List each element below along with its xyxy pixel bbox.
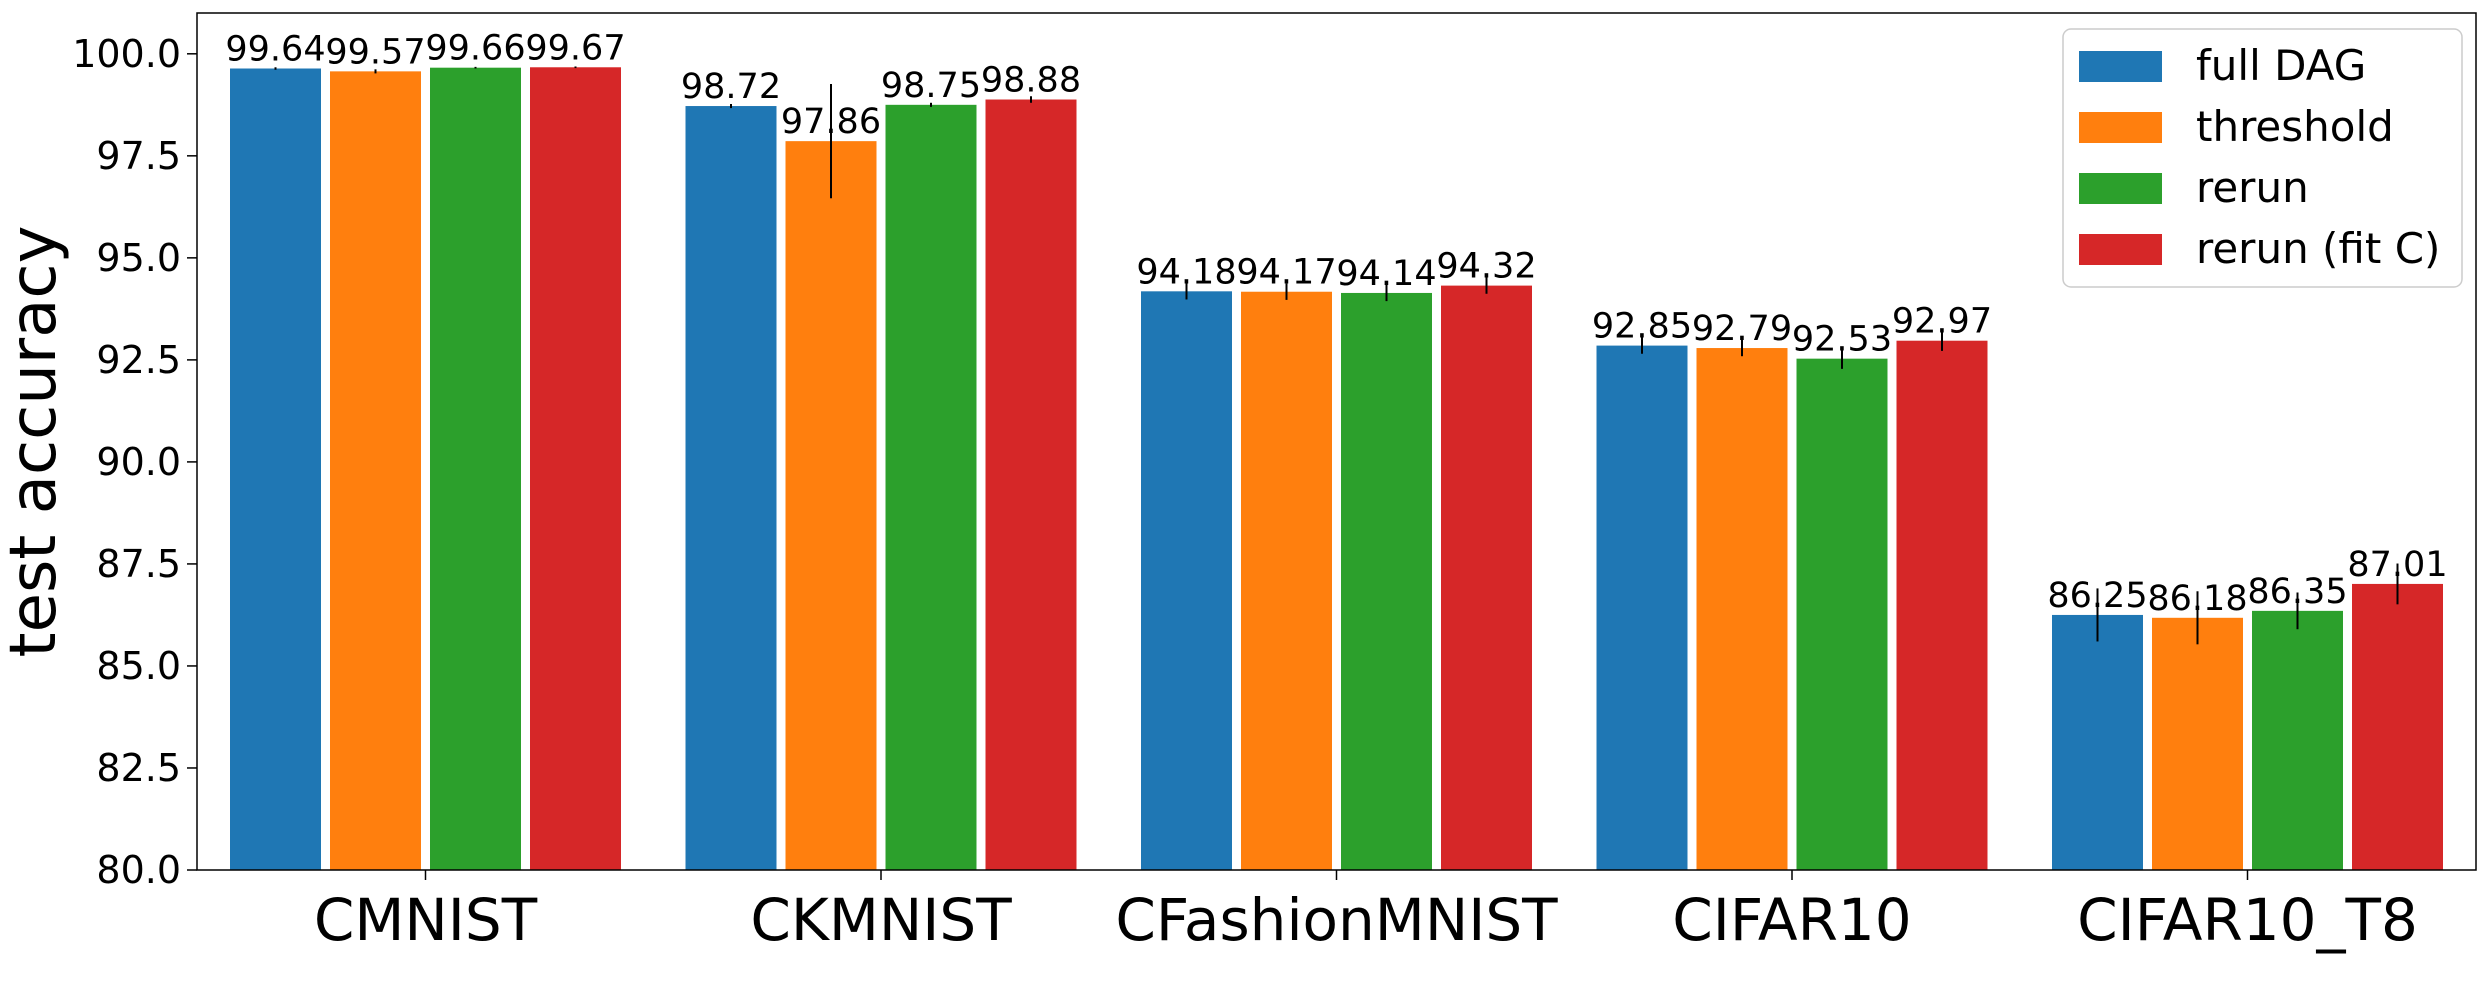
- data-label: 98.75: [881, 66, 981, 106]
- bars-layer: [230, 67, 2443, 871]
- data-labels-layer: 99.64 98.72 94.18 92.85 86.25 99.57 97.86 94.17…: [225, 28, 2447, 619]
- bar: [230, 68, 321, 870]
- legend-swatch: [2079, 173, 2162, 204]
- data-label: 99.66: [425, 29, 525, 69]
- bar: [1896, 340, 1988, 871]
- legend-swatch: [2079, 112, 2162, 143]
- bar: [1241, 291, 1332, 871]
- data-label: 92.97: [1892, 302, 1992, 342]
- data-label: 86.35: [2247, 572, 2347, 612]
- legend-swatch: [2079, 234, 2162, 265]
- x-tick-label: CFashionMNIST: [1115, 886, 1558, 954]
- data-label: 98.88: [981, 61, 1081, 101]
- y-tick-label: 90.0: [96, 440, 181, 484]
- data-label: 94.18: [1136, 252, 1236, 292]
- legend-entry: threshold: [2196, 102, 2394, 151]
- y-tick-label: 82.5: [96, 746, 181, 790]
- bar: [330, 71, 421, 871]
- y-tick-label: 92.5: [96, 338, 181, 382]
- x-tick-label: CMNIST: [314, 886, 538, 954]
- bar: [430, 67, 521, 871]
- data-label: 92.53: [1792, 320, 1892, 360]
- error-bars-layer: [274, 66, 2399, 645]
- bar: [885, 104, 977, 871]
- bar: [985, 99, 1077, 871]
- bar: [785, 141, 877, 870]
- bar: [1141, 291, 1232, 871]
- data-label: 86.18: [2147, 579, 2247, 619]
- data-label: 99.67: [525, 28, 625, 68]
- legend-entry: rerun (fit C): [2196, 224, 2440, 273]
- data-label: 92.85: [1592, 307, 1692, 347]
- bar: [530, 67, 621, 870]
- bar: [1596, 345, 1688, 870]
- data-label: 86.25: [2047, 576, 2147, 616]
- data-label: 87.01: [2347, 545, 2447, 585]
- legend-entry: full DAG: [2196, 41, 2366, 90]
- legend-swatch: [2079, 51, 2162, 82]
- x-tick-label: CKMNIST: [750, 886, 1012, 954]
- bar: [2252, 610, 2343, 870]
- y-tick-label: 100.0: [72, 32, 181, 76]
- bar: [1441, 285, 1532, 870]
- bar: [2052, 614, 2143, 870]
- bar: [1341, 292, 1432, 870]
- y-tick-label: 97.5: [96, 134, 181, 178]
- bar: [1696, 348, 1788, 870]
- y-tick-label: 95.0: [96, 236, 181, 280]
- data-label: 94.17: [1236, 253, 1336, 293]
- bar: [1796, 358, 1888, 870]
- data-label: 94.32: [1436, 247, 1536, 287]
- data-label: 99.64: [225, 30, 325, 70]
- data-label: 94.14: [1336, 254, 1436, 294]
- x-tick-label: CIFAR10: [1672, 886, 1911, 954]
- y-axis: 80.0 82.5 85.0 87.5 90.0 92.5 95.0 97.5 100.0: [72, 32, 197, 892]
- legend-box: [2062, 28, 2463, 288]
- bar: [2352, 583, 2443, 870]
- legend: full DAG threshold rerun rerun (fit C): [2062, 28, 2463, 288]
- x-axis: CMNIST CKMNIST CFashionMNIST CIFAR10 CIFAR10…: [314, 870, 2418, 954]
- bar: [685, 106, 777, 870]
- legend-entry: rerun: [2196, 163, 2309, 212]
- x-tick-label: CIFAR10_T8: [2077, 886, 2418, 954]
- data-label: 97.86: [781, 102, 881, 142]
- y-axis-label: test accuracy: [0, 226, 71, 658]
- data-label: 99.57: [325, 32, 425, 72]
- y-tick-label: 87.5: [96, 542, 181, 586]
- bar: [2152, 617, 2243, 870]
- data-label: 92.79: [1692, 309, 1792, 349]
- data-label: 98.72: [681, 67, 781, 107]
- y-tick-label: 80.0: [96, 848, 181, 892]
- y-tick-label: 85.0: [96, 644, 181, 688]
